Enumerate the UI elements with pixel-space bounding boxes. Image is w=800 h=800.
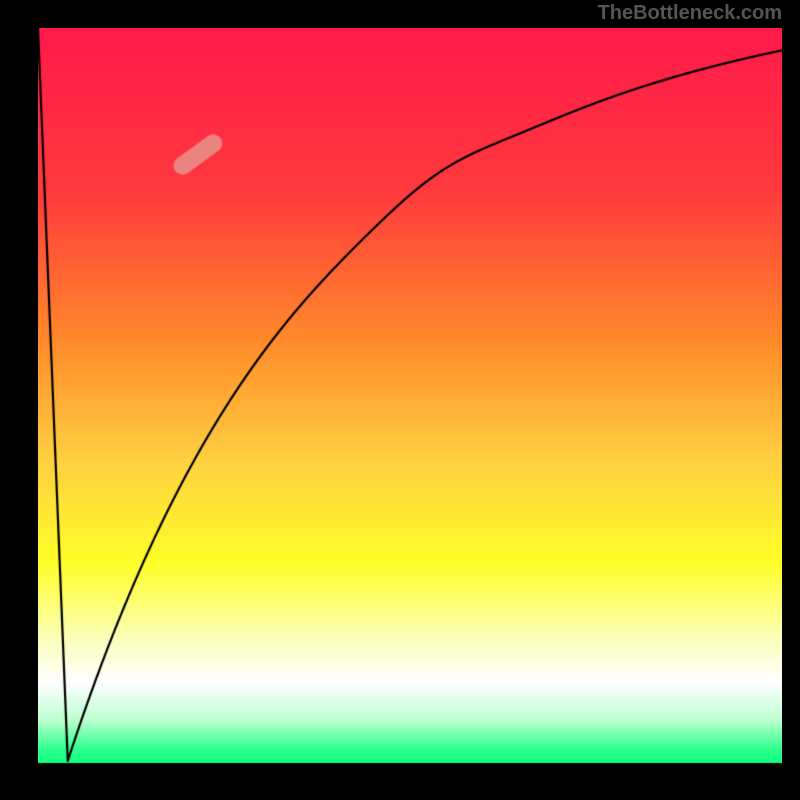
attribution-text: TheBottleneck.com: [598, 2, 782, 25]
plot-area: [38, 28, 782, 772]
plot-canvas: [38, 28, 782, 772]
chart-frame: TheBottleneck.com: [0, 0, 800, 800]
